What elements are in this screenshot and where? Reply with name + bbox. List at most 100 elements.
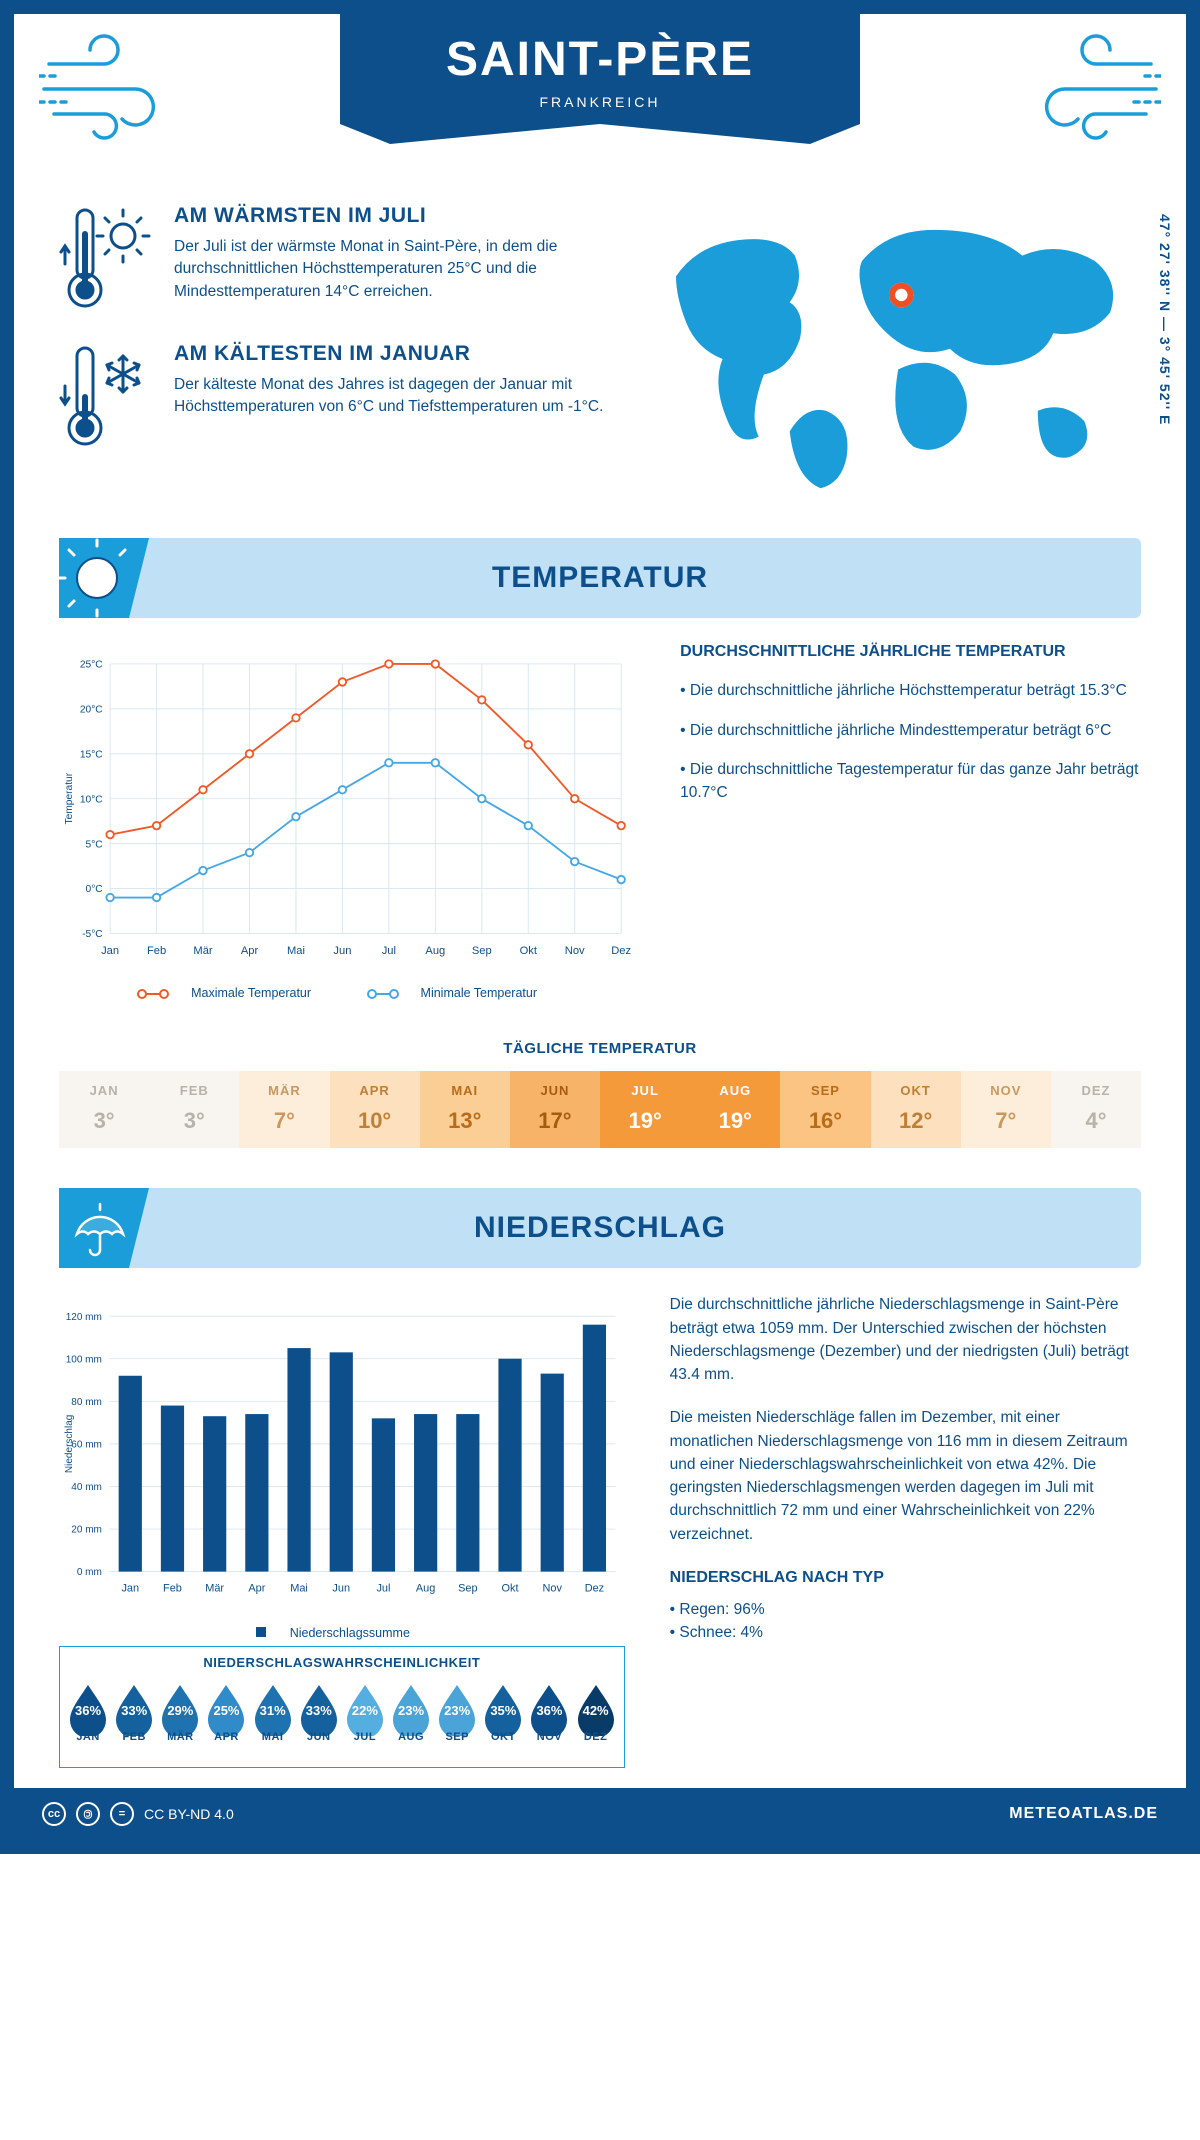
svg-text:100 mm: 100 mm xyxy=(66,1355,102,1366)
section-header-temperature: TEMPERATUR xyxy=(59,538,1141,618)
svg-text:Aug: Aug xyxy=(425,945,445,957)
world-map: 47° 27' 38'' N — 3° 45' 52'' E xyxy=(645,204,1141,498)
svg-text:120 mm: 120 mm xyxy=(66,1312,102,1323)
heat-cell: JUN17° xyxy=(510,1071,600,1148)
precip-p1: Die durchschnittliche jährliche Niedersc… xyxy=(670,1293,1141,1386)
rain-drop: 36%NOV xyxy=(527,1682,571,1763)
site-name: METEOATLAS.DE xyxy=(1009,1805,1158,1823)
rain-drop: 31%MAI xyxy=(251,1682,295,1763)
heat-cell: JAN3° xyxy=(59,1071,149,1148)
rain-drop: 23%SEP xyxy=(435,1682,479,1763)
svg-text:5°C: 5°C xyxy=(86,840,103,851)
temp-summary-title: DURCHSCHNITTLICHE JÄHRLICHE TEMPERATUR xyxy=(680,643,1141,661)
svg-text:Niederschlag: Niederschlag xyxy=(64,1415,75,1473)
svg-text:Nov: Nov xyxy=(565,945,585,957)
svg-text:Jan: Jan xyxy=(121,1583,139,1595)
temp-summary-b1: • Die durchschnittliche jährliche Höchst… xyxy=(680,679,1141,702)
daily-temp-title: TÄGLICHE TEMPERATUR xyxy=(14,1040,1186,1057)
temperature-legend: Maximale Temperatur Minimale Temperatur xyxy=(59,986,635,1000)
sun-icon xyxy=(59,538,149,618)
svg-text:Apr: Apr xyxy=(248,1583,265,1595)
heat-cell: AUG19° xyxy=(690,1071,780,1148)
heat-cell: MÄR7° xyxy=(239,1071,329,1148)
precipitation-title: NIEDERSCHLAG xyxy=(474,1211,726,1244)
svg-text:Sep: Sep xyxy=(458,1583,477,1595)
coordinates: 47° 27' 38'' N — 3° 45' 52'' E xyxy=(1157,214,1173,425)
svg-text:60 mm: 60 mm xyxy=(71,1440,102,1451)
precip-type-title: NIEDERSCHLAG NACH TYP xyxy=(670,1566,1141,1590)
thermometer-cold-icon xyxy=(59,342,154,452)
svg-text:Aug: Aug xyxy=(416,1583,435,1595)
svg-text:0 mm: 0 mm xyxy=(77,1568,102,1579)
svg-text:20 mm: 20 mm xyxy=(71,1525,102,1536)
svg-text:Okt: Okt xyxy=(502,1583,519,1595)
fact-cold-title: AM KÄLTESTEN IM JANUAR xyxy=(174,342,605,366)
title-banner: SAINT-PÈRE FRANKREICH xyxy=(340,14,860,154)
svg-text:Jul: Jul xyxy=(382,945,396,957)
wind-icon-right xyxy=(1011,34,1161,144)
svg-text:Dez: Dez xyxy=(585,1583,604,1595)
section-header-precipitation: NIEDERSCHLAG xyxy=(59,1188,1141,1268)
fact-cold-text: Der kälteste Monat des Jahres ist dagege… xyxy=(174,374,605,419)
fact-warmest: AM WÄRMSTEN IM JULI Der Juli ist der wär… xyxy=(59,204,605,314)
svg-text:0°C: 0°C xyxy=(86,885,103,896)
svg-text:25°C: 25°C xyxy=(80,660,103,671)
cc-icon: cc xyxy=(42,1802,66,1826)
svg-text:Jun: Jun xyxy=(333,945,351,957)
precipitation-legend: Niederschlagssumme xyxy=(59,1626,625,1640)
temperature-title: TEMPERATUR xyxy=(492,561,708,594)
rain-drop: 35%OKT xyxy=(481,1682,525,1763)
thermometer-hot-icon xyxy=(59,204,154,314)
temperature-line-chart: -5°C0°C5°C10°C15°C20°C25°CJanFebMärAprMa… xyxy=(59,643,635,1000)
wind-icon-left xyxy=(39,34,189,144)
fact-warm-title: AM WÄRMSTEN IM JULI xyxy=(174,204,605,228)
svg-text:Mai: Mai xyxy=(287,945,305,957)
svg-text:Apr: Apr xyxy=(241,945,259,957)
rain-drop: 25%APR xyxy=(204,1682,248,1763)
heat-cell: JUL19° xyxy=(600,1071,690,1148)
footer: cc 🄯 = CC BY-ND 4.0 METEOATLAS.DE xyxy=(14,1788,1186,1840)
svg-text:Jul: Jul xyxy=(376,1583,390,1595)
rain-drop: 42%DEZ xyxy=(574,1682,618,1763)
precipitation-bar-chart: 0 mm20 mm40 mm60 mm80 mm100 mm120 mmJanF… xyxy=(59,1293,625,1640)
heat-cell: OKT12° xyxy=(871,1071,961,1148)
precip-p2: Die meisten Niederschläge fallen im Deze… xyxy=(670,1406,1141,1546)
svg-text:15°C: 15°C xyxy=(80,750,103,761)
temp-summary-b3: • Die durchschnittliche Tagestemperatur … xyxy=(680,758,1141,805)
svg-text:Temperatur: Temperatur xyxy=(64,773,75,825)
rain-drop: 33%JUN xyxy=(297,1682,341,1763)
svg-text:Jun: Jun xyxy=(332,1583,350,1595)
temp-summary-b2: • Die durchschnittliche jährliche Mindes… xyxy=(680,719,1141,742)
svg-text:Mär: Mär xyxy=(205,1583,224,1595)
header: SAINT-PÈRE FRANKREICH xyxy=(14,14,1186,194)
prob-title: NIEDERSCHLAGSWAHRSCHEINLICHKEIT xyxy=(60,1647,624,1678)
daily-temperature-heatmap: JAN3°FEB3°MÄR7°APR10°MAI13°JUN17°JUL19°A… xyxy=(59,1071,1141,1148)
svg-text:Sep: Sep xyxy=(472,945,492,957)
rain-drop: 22%JUL xyxy=(343,1682,387,1763)
fact-warm-text: Der Juli ist der wärmste Monat in Saint-… xyxy=(174,236,605,303)
svg-text:-5°C: -5°C xyxy=(82,930,103,941)
svg-text:10°C: 10°C xyxy=(80,795,103,806)
heat-cell: APR10° xyxy=(330,1071,420,1148)
precip-type-snow: • Schnee: 4% xyxy=(670,1621,1141,1644)
rain-drop: 23%AUG xyxy=(389,1682,433,1763)
fact-coldest: AM KÄLTESTEN IM JANUAR Der kälteste Mona… xyxy=(59,342,605,452)
cc-nd-icon: = xyxy=(110,1802,134,1826)
svg-text:Okt: Okt xyxy=(520,945,538,957)
svg-text:Dez: Dez xyxy=(611,945,631,957)
svg-text:Jan: Jan xyxy=(101,945,119,957)
heat-cell: MAI13° xyxy=(420,1071,510,1148)
precipitation-probability-box: NIEDERSCHLAGSWAHRSCHEINLICHKEIT 36%JAN33… xyxy=(59,1646,625,1768)
svg-text:Mär: Mär xyxy=(193,945,212,957)
svg-text:80 mm: 80 mm xyxy=(71,1397,102,1408)
svg-text:20°C: 20°C xyxy=(80,705,103,716)
heat-cell: DEZ4° xyxy=(1051,1071,1141,1148)
rain-drop: 29%MÄR xyxy=(158,1682,202,1763)
precip-type-rain: • Regen: 96% xyxy=(670,1598,1141,1621)
umbrella-icon xyxy=(59,1188,149,1268)
heat-cell: NOV7° xyxy=(961,1071,1051,1148)
heat-cell: SEP16° xyxy=(780,1071,870,1148)
heat-cell: FEB3° xyxy=(149,1071,239,1148)
rain-drop: 33%FEB xyxy=(112,1682,156,1763)
page-subtitle: FRANKREICH xyxy=(340,94,860,110)
